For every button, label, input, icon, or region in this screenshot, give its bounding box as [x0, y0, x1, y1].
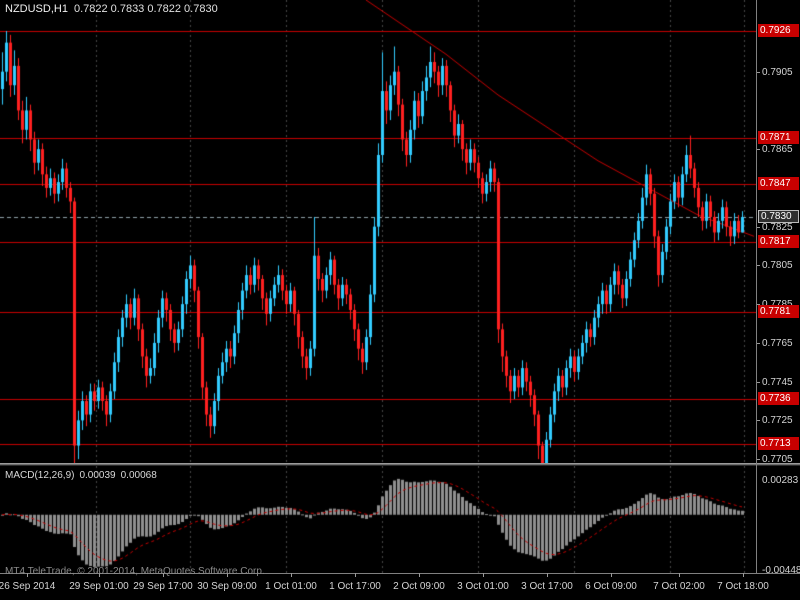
- price-axis-tick: [757, 459, 760, 461]
- macd-indicator-label: MACD(12,26,9) 0.00039 0.00068: [5, 470, 162, 481]
- time-axis-label: 3 Oct 17:00: [521, 581, 573, 592]
- time-axis-tick: [419, 573, 420, 577]
- price-axis-label: 0.7785: [762, 299, 793, 310]
- price-axis-tick: [757, 342, 760, 344]
- price-axis-tick: [757, 381, 760, 383]
- price-axis-label: 0.7825: [762, 221, 793, 233]
- price-axis-label: 0.7765: [762, 337, 793, 349]
- price-level-tag: 0.7713: [758, 436, 799, 450]
- price-axis-tick: [757, 304, 760, 306]
- time-axis-label: 3 Oct 01:00: [457, 581, 509, 592]
- price-axis-tick: [757, 420, 760, 422]
- price-axis-label: 0.7705: [762, 454, 793, 466]
- price-level-tag: 0.7926: [758, 23, 799, 37]
- time-axis-tick: [27, 573, 28, 577]
- price-chart-canvas[interactable]: [0, 0, 756, 463]
- ohlc-values: 0.7822 0.7833 0.7822 0.7830: [73, 3, 218, 15]
- time-axis[interactable]: 26 Sep 2014 29 Sep 01:00 29 Sep 17:00 30 Se…: [0, 576, 800, 600]
- time-axis-label: 26 Sep 2014: [0, 581, 56, 592]
- time-axis-tick: [355, 573, 356, 577]
- time-axis-tick: [291, 573, 292, 577]
- watermark: MT4 TeleTrade, © 2001-2014, MetaQuotes S…: [5, 566, 265, 577]
- price-axis-label: 0.7805: [762, 260, 793, 272]
- price-level-tag: 0.7781: [758, 304, 799, 318]
- time-axis-tick: [547, 573, 548, 577]
- price-axis-label: 0.7725: [762, 415, 793, 427]
- macd-axis-label: -0.00448: [762, 565, 800, 577]
- time-axis-label: 2 Oct 09:00: [393, 581, 445, 592]
- price-level-tag: 0.7847: [758, 177, 799, 191]
- macd-value: 0.00039: [79, 470, 116, 481]
- time-axis-tick: [227, 573, 228, 577]
- price-axis-tick: [757, 226, 760, 228]
- time-axis-label: 6 Oct 09:00: [585, 581, 637, 592]
- time-axis-tick: [99, 573, 100, 577]
- price-level-tag: 0.7871: [758, 130, 799, 144]
- price-axis-label: 0.7745: [762, 376, 793, 388]
- price-axis-tick: [757, 265, 760, 267]
- time-axis-tick: [611, 573, 612, 577]
- price-axis[interactable]: 0.7905 0.7865 0.7825 0.7805 0.7785 0.7765 0.77…: [757, 0, 800, 600]
- time-axis-label: 29 Sep 01:00: [69, 581, 129, 592]
- time-axis-label: 7 Oct 18:00: [717, 581, 769, 592]
- time-axis-tick: [483, 573, 484, 577]
- macd-signal-value: 0.00068: [120, 470, 157, 481]
- price-level-tag: 0.7817: [758, 235, 799, 249]
- time-axis-label: 29 Sep 17:00: [133, 581, 193, 592]
- time-axis-label: 30 Sep 09:00: [197, 581, 257, 592]
- price-axis-label: 0.7905: [762, 66, 793, 78]
- time-axis-label: 1 Oct 01:00: [265, 581, 317, 592]
- time-axis-label: 7 Oct 02:00: [653, 581, 705, 592]
- price-axis-tick: [757, 149, 760, 151]
- chart-title: NZDUSD,H1 0.7822 0.7833 0.7822 0.7830: [5, 3, 218, 15]
- time-axis-tick: [679, 573, 680, 577]
- time-axis-label: 1 Oct 17:00: [329, 581, 381, 592]
- price-level-tag: 0.7736: [758, 392, 799, 406]
- macd-axis-label: 0.00283: [762, 474, 799, 486]
- macd-name: MACD(12,26,9): [5, 470, 75, 481]
- current-price-tag: 0.7830: [758, 209, 799, 223]
- symbol-period-label: NZDUSD,H1: [5, 3, 68, 15]
- time-axis-tick: [743, 573, 744, 577]
- price-axis-label: 0.7865: [762, 144, 793, 156]
- price-axis-tick: [757, 71, 760, 73]
- macd-canvas[interactable]: [0, 466, 756, 573]
- pane-separator[interactable]: [0, 463, 800, 466]
- time-axis-border: [0, 573, 800, 574]
- price-axis-border: [756, 0, 757, 574]
- time-axis-tick: [163, 573, 164, 577]
